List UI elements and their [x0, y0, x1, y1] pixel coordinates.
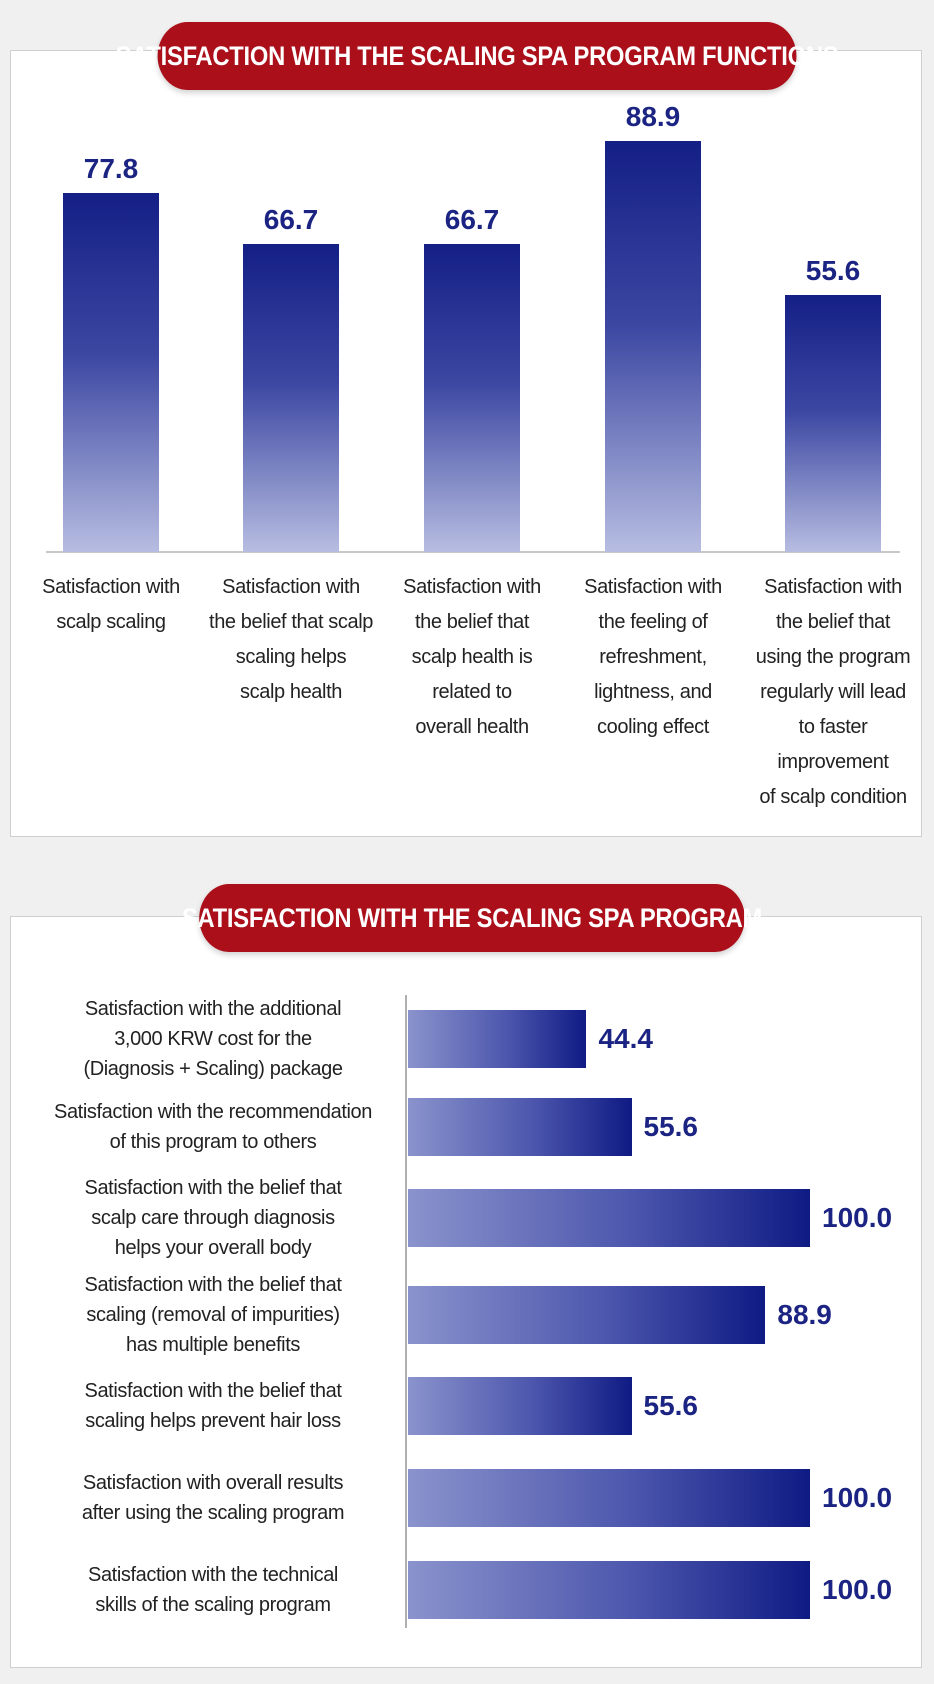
program-bar-5 [408, 1377, 632, 1435]
program-category-label-1: Satisfaction with the additional 3,000 KR… [83, 998, 343, 1080]
program-bar-6 [408, 1469, 810, 1527]
program-value-label-6: 100.0 [822, 1482, 893, 1513]
functions-category-label-3: Satisfaction with the belief that scalp he… [403, 576, 541, 738]
program-category-label-5: Satisfaction with the belief that scaling… [84, 1380, 342, 1432]
functions-category-label-2: Satisfaction with the belief that scalp sc… [209, 576, 373, 703]
functions-value-label-1: 77.8 [83, 152, 139, 184]
program-chart-title: SATISFACTION WITH THE SCALING SPA PROGRA… [182, 884, 762, 952]
functions-bar-1 [63, 192, 159, 552]
functions-value-label-2: 66.7 [263, 203, 319, 235]
functions-category-label-1: Satisfaction with scalp scaling [42, 576, 180, 633]
program-category-label-6: Satisfaction with overall results after u… [81, 1472, 345, 1524]
program-bar-1 [408, 1010, 587, 1068]
functions-category-label-4: Satisfaction with the feeling of refreshme… [584, 576, 722, 738]
functions-bar-2 [243, 243, 339, 552]
program-category-label-4: Satisfaction with the belief that scaling… [84, 1274, 342, 1356]
functions-value-label-5: 55.6 [805, 255, 861, 287]
program-value-label-1: 44.4 [598, 1023, 653, 1054]
program-value-label-7: 100.0 [822, 1574, 893, 1605]
functions-value-label-3: 66.7 [444, 203, 500, 235]
functions-category-label-5: Satisfaction with the belief that using th… [755, 576, 911, 808]
program-bar-4 [408, 1286, 766, 1344]
program-category-label-2: Satisfaction with the recommendation of t… [54, 1101, 372, 1153]
functions-bar-4 [605, 141, 701, 552]
program-bar-2 [408, 1098, 632, 1156]
program-value-label-4: 88.9 [777, 1299, 832, 1330]
program-bar-3 [408, 1189, 810, 1247]
functions-chart-title: SATISFACTION WITH THE SCALING SPA PROGRA… [116, 22, 839, 90]
functions-value-label-4: 88.9 [625, 101, 681, 133]
program-category-label-7: Satisfaction with the technical skills of… [88, 1564, 338, 1616]
program-value-label-2: 55.6 [643, 1111, 699, 1142]
program-value-label-5: 55.6 [643, 1390, 699, 1421]
program-category-label-3: Satisfaction with the belief that scalp c… [84, 1177, 342, 1259]
functions-bar-3 [424, 243, 520, 552]
program-bar-7 [408, 1561, 810, 1619]
functions-bar-5 [785, 295, 881, 552]
program-value-label-3: 100.0 [822, 1202, 893, 1233]
